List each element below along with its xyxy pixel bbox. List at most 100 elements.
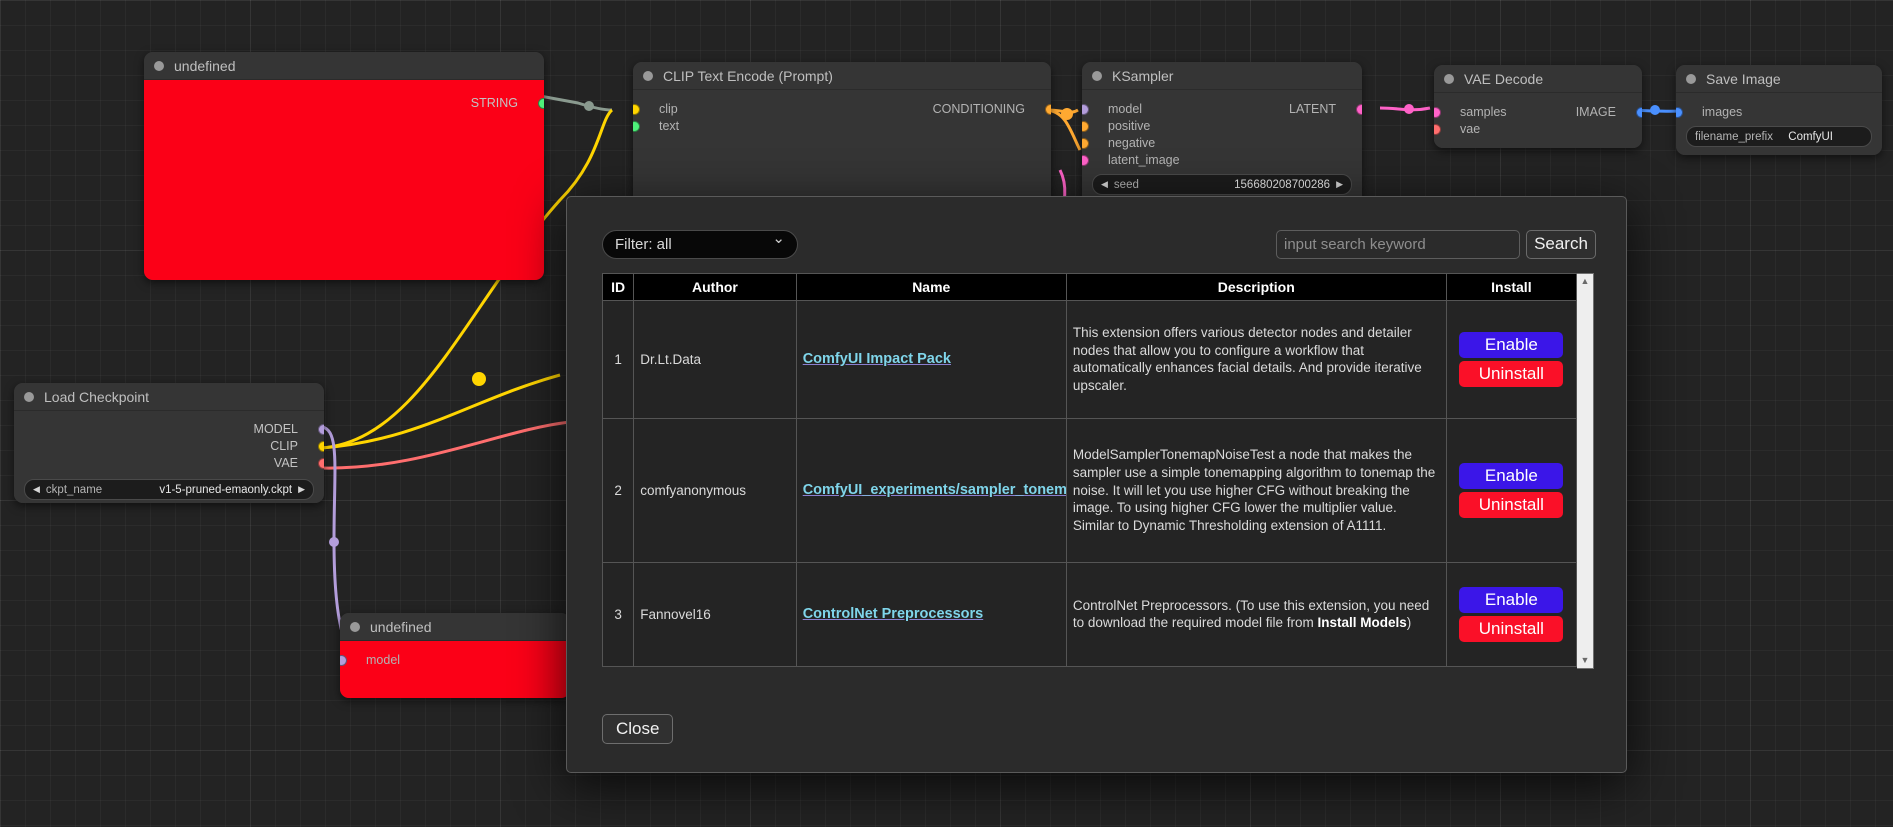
increment-arrow-icon[interactable]: ▶ bbox=[1336, 179, 1343, 189]
input-port-icon[interactable] bbox=[633, 104, 640, 115]
node-vae-decode[interactable]: VAE Decode samples IMAGE vae bbox=[1434, 65, 1642, 148]
node-title-text: Save Image bbox=[1706, 70, 1781, 87]
input-port-icon[interactable] bbox=[1082, 155, 1089, 166]
node-title-bar[interactable]: KSampler bbox=[1082, 62, 1362, 90]
node-body-error: STRING bbox=[144, 80, 544, 280]
node-body-error: model bbox=[340, 641, 570, 698]
node-clip-text-encode[interactable]: CLIP Text Encode (Prompt) clip CONDITION… bbox=[633, 62, 1051, 212]
input-port-icon[interactable] bbox=[633, 121, 640, 132]
input-port-icon[interactable] bbox=[340, 655, 347, 666]
input-port-icon[interactable] bbox=[1082, 138, 1089, 149]
enable-button[interactable]: Enable bbox=[1459, 462, 1564, 489]
input-port-icon[interactable] bbox=[1434, 124, 1441, 135]
output-port-icon[interactable] bbox=[317, 441, 324, 452]
cell-description: ControlNet Preprocessors. (To use this e… bbox=[1065, 561, 1447, 668]
extension-link[interactable]: ComfyUI Impact Pack bbox=[802, 351, 951, 368]
decrement-arrow-icon[interactable]: ◀ bbox=[1101, 179, 1108, 189]
cell-install: Enable Uninstall bbox=[1445, 300, 1578, 419]
description-text-post: ) bbox=[1406, 615, 1412, 631]
node-input-slot-positive[interactable]: positive bbox=[1082, 117, 1362, 134]
uninstall-button[interactable]: Uninstall bbox=[1459, 491, 1564, 518]
node-output-slot-model[interactable]: MODEL bbox=[14, 420, 324, 437]
node-output-slot-vae[interactable]: VAE bbox=[14, 454, 324, 471]
widget-label: seed bbox=[1113, 178, 1139, 191]
output-port-icon[interactable] bbox=[1355, 104, 1362, 115]
node-output-slot[interactable]: STRING bbox=[144, 94, 544, 111]
node-title-bar[interactable]: VAE Decode bbox=[1434, 65, 1642, 93]
node-collapse-icon[interactable] bbox=[643, 70, 653, 81]
column-header-id: ID bbox=[601, 273, 635, 301]
increment-arrow-icon[interactable]: ▶ bbox=[298, 484, 305, 494]
output-port-icon[interactable] bbox=[537, 98, 544, 109]
output-port-icon[interactable] bbox=[1635, 107, 1642, 118]
output-port-icon[interactable] bbox=[317, 424, 324, 435]
node-title-bar[interactable]: undefined bbox=[340, 613, 570, 641]
output-label: VAE bbox=[273, 455, 298, 470]
node-title-bar[interactable]: CLIP Text Encode (Prompt) bbox=[633, 62, 1051, 90]
table-row: 2 comfyanonymous ComfyUI_experiments/sam… bbox=[601, 417, 1578, 563]
node-input-slot-images[interactable]: images bbox=[1676, 103, 1882, 120]
node-title-bar[interactable]: Save Image bbox=[1676, 65, 1882, 93]
node-collapse-icon[interactable] bbox=[24, 391, 34, 402]
node-title-text: Load Checkpoint bbox=[44, 388, 150, 405]
node-output-slot-clip[interactable]: CLIP bbox=[14, 437, 324, 454]
filter-select[interactable]: Filter: all Filter: installed Filter: no… bbox=[602, 229, 798, 259]
description-text-pre: ControlNet Preprocessors. (To use this e… bbox=[1072, 597, 1430, 631]
node-body: samples IMAGE vae bbox=[1434, 93, 1642, 148]
input-label: vae bbox=[1460, 121, 1481, 136]
widget-seed[interactable]: ◀ seed 156680208700286 ▶ bbox=[1092, 174, 1352, 195]
input-label: samples bbox=[1460, 104, 1507, 119]
node-input-slot-negative[interactable]: negative bbox=[1082, 134, 1362, 151]
column-header-author: Author bbox=[633, 273, 797, 301]
table-vertical-scrollbar[interactable]: ▲ ▼ bbox=[1577, 273, 1594, 669]
decrement-arrow-icon[interactable]: ◀ bbox=[33, 484, 40, 494]
node-title-bar[interactable]: Load Checkpoint bbox=[14, 383, 324, 411]
widget-label: filename_prefix bbox=[1695, 130, 1773, 143]
input-port-icon[interactable] bbox=[1082, 121, 1089, 132]
search-input[interactable] bbox=[1276, 229, 1520, 259]
node-undefined-model[interactable]: undefined model bbox=[340, 613, 570, 698]
node-collapse-icon[interactable] bbox=[154, 60, 164, 71]
widget-filename-prefix[interactable]: filename_prefix ComfyUI bbox=[1686, 126, 1872, 147]
node-input-slot-clip[interactable]: clip CONDITIONING bbox=[633, 100, 1051, 117]
input-port-icon[interactable] bbox=[1082, 104, 1089, 115]
node-collapse-icon[interactable] bbox=[1092, 70, 1102, 81]
output-port-icon[interactable] bbox=[1044, 104, 1051, 115]
node-collapse-icon[interactable] bbox=[1686, 73, 1696, 84]
input-port-icon[interactable] bbox=[1434, 107, 1441, 118]
table-row: 1 Dr.Lt.Data ComfyUI Impact Pack This ex… bbox=[601, 300, 1578, 419]
scroll-down-arrow-icon[interactable]: ▼ bbox=[1580, 655, 1590, 665]
enable-button[interactable]: Enable bbox=[1459, 331, 1564, 358]
node-undefined-string[interactable]: undefined STRING bbox=[144, 52, 544, 280]
node-input-slot-samples[interactable]: samples IMAGE bbox=[1434, 103, 1642, 120]
node-collapse-icon[interactable] bbox=[1444, 73, 1454, 84]
node-input-slot-model[interactable]: model LATENT bbox=[1082, 100, 1362, 117]
output-label: CLIP bbox=[270, 438, 298, 453]
node-input-slot-vae[interactable]: vae bbox=[1434, 120, 1642, 137]
widget-ckpt-name[interactable]: ◀ ckpt_name v1-5-pruned-emaonly.ckpt ▶ bbox=[24, 479, 314, 500]
node-input-slot-model[interactable]: model bbox=[340, 651, 570, 668]
scroll-up-arrow-icon[interactable]: ▲ bbox=[1580, 276, 1590, 286]
cell-install: Enable Uninstall bbox=[1445, 417, 1578, 563]
node-title-text: undefined bbox=[370, 618, 432, 635]
node-load-checkpoint[interactable]: Load Checkpoint MODEL CLIP VAE ◀ ckpt_na… bbox=[14, 383, 324, 503]
input-port-icon[interactable] bbox=[1676, 107, 1683, 118]
widget-label: ckpt_name bbox=[45, 483, 103, 496]
close-button[interactable]: Close bbox=[602, 714, 674, 744]
node-title-bar[interactable]: undefined bbox=[144, 52, 544, 80]
extension-link[interactable]: ControlNet Preprocessors bbox=[802, 606, 984, 623]
node-save-image[interactable]: Save Image images filename_prefix ComfyU… bbox=[1676, 65, 1882, 155]
enable-button[interactable]: Enable bbox=[1459, 586, 1564, 613]
uninstall-button[interactable]: Uninstall bbox=[1459, 615, 1564, 642]
search-button[interactable]: Search bbox=[1526, 229, 1596, 259]
node-input-slot-text[interactable]: text bbox=[633, 117, 1051, 134]
node-input-slot-latent-image[interactable]: latent_image bbox=[1082, 151, 1362, 168]
output-port-icon[interactable] bbox=[317, 458, 324, 469]
node-title-text: VAE Decode bbox=[1464, 70, 1544, 87]
extension-link[interactable]: ComfyUI_experiments/sampler_tonemap bbox=[802, 482, 1067, 499]
uninstall-button[interactable]: Uninstall bbox=[1459, 360, 1564, 387]
filter-select-wrapper[interactable]: Filter: all Filter: installed Filter: no… bbox=[602, 229, 798, 259]
input-label: positive bbox=[1108, 118, 1151, 133]
node-collapse-icon[interactable] bbox=[350, 621, 360, 632]
